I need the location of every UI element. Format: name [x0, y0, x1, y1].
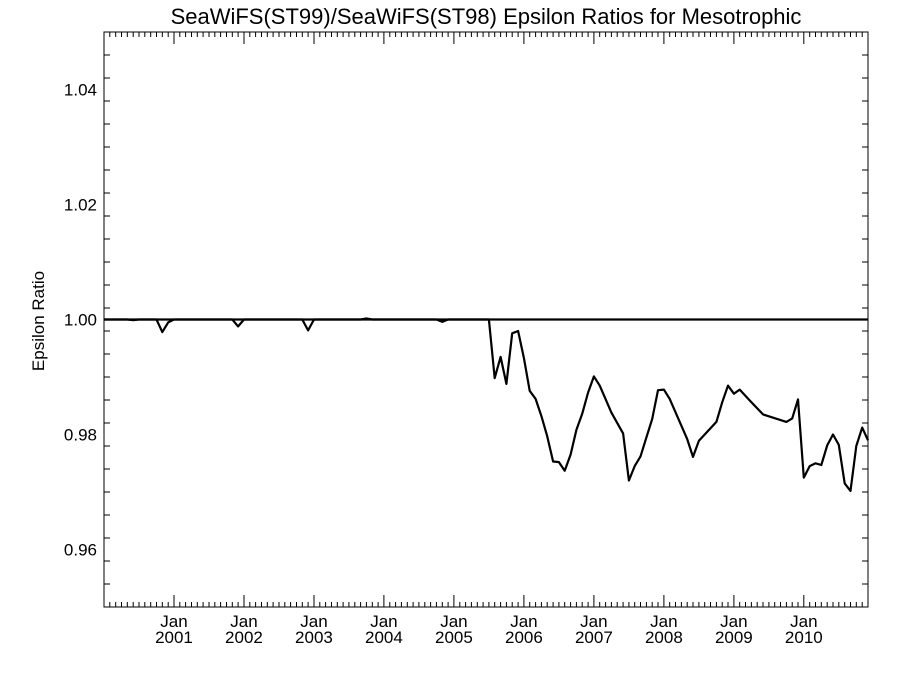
x-tick-label: Jan 2006 [505, 612, 543, 647]
x-tick-label: Jan 2007 [575, 612, 613, 647]
x-tick-label: Jan 2004 [365, 612, 403, 647]
y-tick-label: 1.04 [64, 81, 97, 100]
axis-ticks [103, 31, 869, 608]
y-tick-label: 1.02 [64, 196, 97, 215]
y-tick-label: 0.98 [64, 426, 97, 445]
x-tick-label: Jan 2009 [715, 612, 753, 647]
tick-labels: 0.96 0.98 1.00 1.02 1.04 Jan 2001 Jan 2002 Jan 200… [64, 81, 823, 648]
x-tick-label: Jan 2005 [435, 612, 473, 647]
x-tick-label: Jan 2003 [295, 612, 333, 647]
series-line [104, 317, 870, 492]
y-axis-label: Epsilon Ratio [29, 271, 48, 371]
x-tick-label: Jan 2001 [155, 612, 193, 647]
chart-title: SeaWiFS(ST99)/SeaWiFS(ST98) Epsilon Rati… [171, 4, 802, 29]
x-tick-label: Jan 2010 [785, 612, 823, 647]
y-tick-label: 0.96 [64, 541, 97, 560]
y-tick-label: 1.00 [64, 311, 97, 330]
x-tick-label: Jan 2008 [645, 612, 683, 647]
data-layer [104, 317, 870, 492]
x-tick-label: Jan 2002 [225, 612, 263, 647]
